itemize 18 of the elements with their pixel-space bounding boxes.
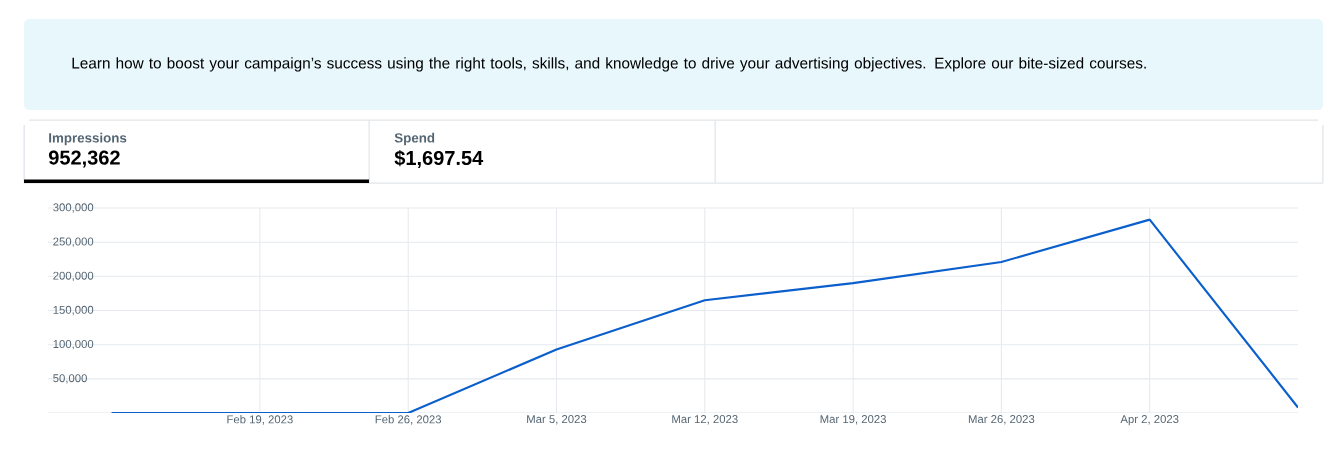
y-tick-label: 200,000 (53, 271, 94, 282)
text: $1,697.54 (394, 150, 484, 168)
text: Spend (394, 132, 435, 146)
y-tick-label: 300,000 (53, 203, 94, 213)
text: Impressions (49, 132, 127, 146)
text: 952,362 (48, 150, 120, 168)
x-tick-label: Feb 19, 2023 (227, 415, 293, 425)
y-tick-label: 150,000 (53, 305, 94, 316)
x-tick-label: Mar 5, 2023 (527, 415, 587, 425)
y-tick-label: 50,000 (53, 374, 87, 384)
x-tick-label: Apr 2, 2023 (1120, 415, 1179, 426)
y-tick-label: 250,000 (53, 237, 94, 247)
text: Learn how to boost your campaign’s success using the right tools, skills, and knowledge to drive your advertising objectives. Explore our bite-sized courses. (72, 57, 1146, 72)
x-tick-label: Feb 26, 2023 (375, 415, 442, 425)
x-tick-label: Mar 19, 2023 (820, 415, 886, 425)
y-tick-label: 100,000 (53, 340, 94, 350)
x-tick-label: Mar 12, 2023 (672, 415, 738, 425)
x-tick-label: Mar 26, 2023 (968, 415, 1035, 425)
